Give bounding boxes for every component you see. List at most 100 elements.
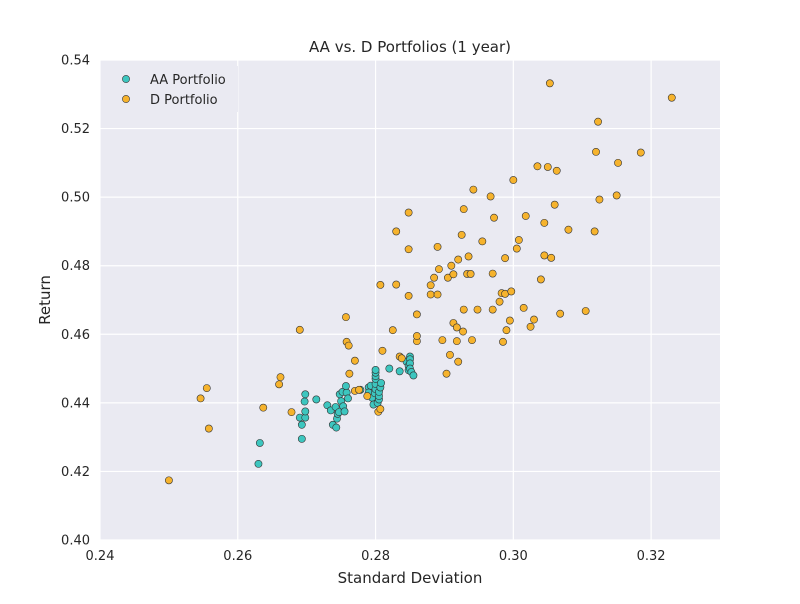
d-portfolio-point: [438, 336, 447, 345]
d-portfolio-point: [443, 273, 452, 282]
d-portfolio-point: [540, 251, 549, 260]
d-portfolio-point: [435, 265, 443, 274]
y-tick-label: 0.50: [61, 191, 90, 206]
aa-portfolio-point: [301, 407, 310, 416]
d-portfolio-point: [344, 341, 353, 350]
d-portfolio-point: [592, 147, 600, 156]
y-tick-label: 0.52: [61, 122, 90, 137]
aa-portfolio-point: [344, 394, 352, 403]
aa-portfolio-point: [332, 423, 341, 432]
d-portfolio-point: [202, 384, 211, 393]
d-portfolio-point: [473, 305, 482, 314]
y-tick-label: 0.48: [61, 259, 90, 274]
d-portfolio-point: [454, 357, 463, 366]
aa-portfolio-point: [301, 390, 310, 399]
d-portfolio-point: [543, 163, 552, 171]
d-portfolio-point: [363, 392, 372, 400]
d-portfolio-point: [499, 337, 507, 346]
d-portfolio-point: [404, 291, 413, 300]
aa-portfolio-point: [340, 407, 349, 416]
d-portfolio-point: [502, 326, 511, 335]
d-portfolio-point: [590, 227, 599, 236]
d-portfolio-point: [259, 403, 268, 412]
aa-portfolio-point: [385, 364, 394, 373]
aa-portfolio-point: [254, 459, 263, 468]
x-tick-label: 0.32: [637, 549, 666, 564]
d-portfolio-point: [342, 313, 350, 322]
d-portfolio-point: [412, 310, 421, 319]
d-portfolio-point: [540, 218, 549, 227]
d-portfolio-point: [355, 385, 363, 394]
d-portfolio-point: [509, 176, 518, 184]
d-portfolio-point: [457, 230, 466, 239]
x-tick-label: 0.24: [86, 549, 115, 564]
d-portfolio-point: [469, 185, 478, 194]
aa-portfolio-point: [395, 367, 404, 376]
x-tick-label: 0.28: [361, 549, 390, 564]
d-portfolio-point: [426, 290, 435, 299]
d-portfolio-point: [275, 380, 284, 389]
d-portfolio-point: [594, 117, 602, 126]
x-tick-label: 0.26: [223, 549, 252, 564]
d-portfolio-point: [581, 307, 590, 315]
legend-box: [108, 66, 238, 112]
y-tick-label: 0.42: [61, 465, 90, 480]
d-portfolio-point: [478, 237, 487, 246]
d-portfolio-point: [452, 323, 461, 332]
d-portfolio-point: [530, 315, 538, 324]
d-portfolio-point: [595, 195, 604, 204]
d-portfolio-point: [442, 369, 451, 378]
d-portfolio-point: [466, 270, 475, 278]
d-portfolio-point: [514, 236, 523, 244]
data-points: [164, 79, 676, 485]
aa-portfolio-point: [255, 439, 264, 447]
d-portfolio-point: [164, 476, 173, 485]
d-portfolio-point: [488, 269, 497, 278]
d-portfolio-point: [388, 326, 397, 335]
legend: AA Portfolio D Portfolio: [108, 66, 238, 112]
d-portfolio-point: [196, 394, 205, 403]
d-portfolio-point: [488, 305, 497, 314]
d-portfolio-series: [164, 79, 676, 485]
aa-portfolio-point: [312, 395, 321, 404]
legend-marker-d: [122, 95, 130, 103]
d-portfolio-point: [287, 408, 296, 417]
d-portfolio-point: [447, 261, 456, 270]
y-tick-label: 0.40: [61, 534, 90, 549]
d-portfolio-point: [404, 245, 413, 254]
d-portfolio-point: [376, 405, 385, 413]
d-portfolio-point: [376, 281, 385, 289]
d-portfolio-point: [556, 309, 565, 318]
chart-title: AA vs. D Portfolios (1 year): [309, 38, 511, 56]
d-portfolio-point: [378, 346, 387, 355]
y-tick-label: 0.54: [61, 54, 90, 69]
d-portfolio-point: [350, 356, 359, 365]
d-portfolio-point: [536, 275, 545, 284]
d-portfolio-point: [512, 244, 521, 253]
d-portfolio-point: [295, 325, 304, 334]
d-portfolio-point: [204, 424, 213, 433]
plot-area: [100, 60, 720, 540]
d-portfolio-point: [459, 305, 468, 314]
d-portfolio-point: [612, 191, 621, 200]
d-portfolio-point: [501, 254, 509, 263]
d-portfolio-point: [412, 332, 421, 340]
d-portfolio-point: [454, 255, 463, 264]
d-portfolio-point: [392, 280, 401, 289]
aa-portfolio-point: [300, 397, 309, 406]
d-portfolio-point: [533, 162, 542, 171]
d-portfolio-point: [464, 252, 473, 261]
aa-portfolio-point: [297, 434, 306, 443]
d-portfolio-point: [392, 227, 401, 236]
d-portfolio-point: [397, 354, 406, 363]
aa-portfolio-point: [409, 371, 418, 380]
d-portfolio-point: [446, 350, 454, 359]
legend-label-d: D Portfolio: [150, 93, 218, 108]
y-tick-label: 0.44: [61, 396, 90, 411]
d-portfolio-point: [505, 316, 514, 325]
aa-portfolio-point: [377, 379, 385, 387]
d-portfolio-point: [276, 373, 285, 382]
d-portfolio-point: [636, 148, 645, 157]
d-portfolio-point: [550, 200, 559, 209]
